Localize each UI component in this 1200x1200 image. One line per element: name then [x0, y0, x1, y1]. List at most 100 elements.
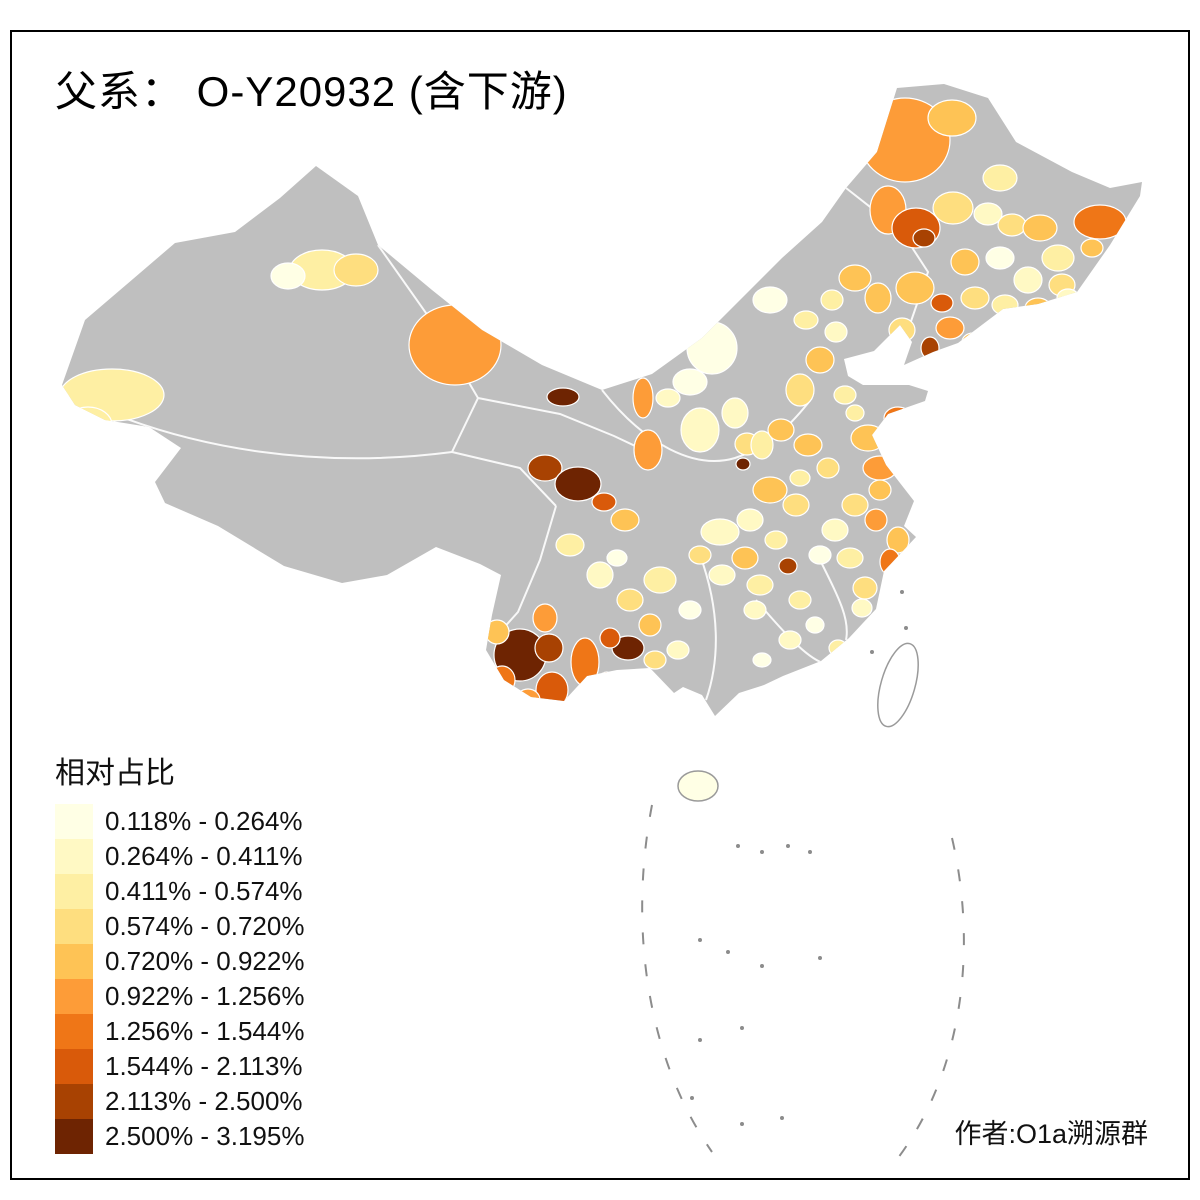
prefecture-region [824, 321, 848, 343]
legend-swatch [55, 909, 93, 944]
legend-row: 1.256% - 1.544% [55, 1014, 304, 1049]
prefecture-region [546, 387, 580, 407]
prefecture-region [680, 407, 720, 453]
prefecture-region [643, 650, 667, 670]
prefecture-region [643, 566, 677, 594]
legend-row: 0.411% - 0.574% [55, 874, 304, 909]
island-dot [740, 1122, 744, 1126]
prefecture-region [1041, 244, 1075, 272]
prefecture-region [836, 547, 864, 569]
prefecture-region [982, 164, 1018, 192]
prefecture-region [1013, 266, 1043, 294]
prefecture-region [408, 304, 502, 386]
prefecture-region [764, 530, 788, 550]
prefecture-region [678, 600, 702, 620]
legend-label: 0.411% - 0.574% [105, 876, 303, 906]
legend-label: 0.720% - 0.922% [105, 946, 305, 976]
legend-label: 0.264% - 0.411% [105, 841, 303, 871]
prefecture-region [666, 640, 690, 660]
prefecture-region [1080, 238, 1104, 258]
legend-label: 2.113% - 2.500% [105, 1086, 303, 1116]
prefecture-region [752, 286, 788, 314]
prefecture-region [555, 533, 585, 557]
prefecture-region [950, 248, 980, 276]
prefecture-region [750, 430, 774, 460]
prefecture-region [788, 590, 812, 610]
island-dot [818, 956, 822, 960]
prefecture-region [743, 600, 767, 620]
island-dot [726, 950, 730, 954]
legend-row: 2.500% - 3.195% [55, 1119, 304, 1154]
prefecture-region [820, 289, 844, 311]
prefecture-region [731, 546, 759, 570]
taiwan-island [877, 642, 919, 728]
prefecture-region [816, 457, 840, 479]
prefecture-region [912, 228, 936, 248]
hainan-island [677, 770, 719, 802]
map-title: 父系： O-Y20932 (含下游) [55, 68, 568, 115]
prefecture-region [960, 286, 990, 310]
prefecture-region [672, 368, 708, 396]
prefecture-region [594, 671, 620, 709]
prefecture-region [851, 598, 873, 618]
prefecture-region [920, 336, 940, 360]
island-dot [736, 844, 740, 848]
legend-label: 1.256% - 1.544% [105, 1016, 305, 1046]
nine-dash-line [897, 837, 965, 1159]
island-dot [690, 1096, 694, 1100]
prefecture-region [1024, 297, 1052, 319]
prefecture-region [841, 493, 869, 517]
legend-row: 0.118% - 0.264% [55, 804, 304, 839]
island-dot [786, 844, 790, 848]
prefecture-region [895, 271, 935, 305]
islet-dots [690, 590, 908, 1126]
legend-swatch [55, 1014, 93, 1049]
prefecture-region [879, 548, 901, 576]
prefecture-region [534, 633, 564, 663]
prefecture-region [864, 508, 888, 532]
prefecture-region [63, 406, 113, 444]
legend-items: 0.118% - 0.264% 0.264% - 0.411% 0.411% - 0… [55, 804, 304, 1154]
legend-label: 0.118% - 0.264% [105, 806, 303, 836]
island-dot [740, 1026, 744, 1030]
prefecture-region [789, 469, 811, 487]
province-border-line [477, 397, 649, 453]
prefecture-region [838, 264, 872, 292]
legend-label: 0.574% - 0.720% [105, 911, 305, 941]
prefecture-region [527, 454, 563, 482]
legend-swatch [55, 1049, 93, 1084]
prefecture-region [821, 518, 849, 542]
prefecture-region [793, 433, 823, 457]
prefecture-region [616, 588, 644, 612]
prefecture-region [535, 671, 569, 709]
prefecture-region [868, 479, 892, 501]
south-china-sea-features [641, 804, 965, 1159]
prefecture-region [864, 282, 892, 314]
prefecture-region [632, 377, 654, 419]
prefecture-region [845, 404, 865, 422]
prefecture-region [62, 368, 165, 422]
prefecture-region [610, 508, 640, 532]
island-dot [760, 964, 764, 968]
legend-row: 0.922% - 1.256% [55, 979, 304, 1014]
prefecture-region [883, 406, 913, 430]
prefecture-region [935, 316, 965, 340]
prefecture-region [1022, 214, 1058, 242]
prefecture-region [961, 332, 985, 352]
prefecture-region [559, 707, 585, 716]
legend-swatch [55, 1084, 93, 1119]
prefecture-region [515, 688, 541, 712]
nine-dash-line [641, 804, 713, 1153]
island-dot [904, 626, 908, 630]
prefecture-region [686, 321, 738, 375]
legend-swatch [55, 874, 93, 909]
prefecture-region [1056, 288, 1080, 308]
legend-title: 相对占比 [55, 757, 175, 790]
province-border-line [819, 559, 848, 641]
island-dot [760, 850, 764, 854]
legend-swatch [55, 944, 93, 979]
prefecture-region [767, 418, 795, 442]
prefecture-region [633, 429, 663, 471]
prefecture-region [333, 253, 379, 287]
legend-row: 0.574% - 0.720% [55, 909, 304, 944]
